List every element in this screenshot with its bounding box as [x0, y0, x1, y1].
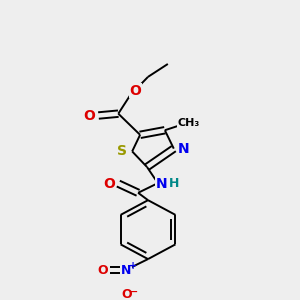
- Text: O: O: [121, 289, 131, 300]
- Text: S: S: [117, 144, 127, 158]
- Text: O: O: [84, 109, 95, 122]
- Text: N: N: [121, 264, 131, 277]
- Text: −: −: [128, 287, 138, 297]
- Text: O: O: [103, 177, 115, 190]
- Text: O: O: [97, 264, 108, 277]
- Text: O: O: [129, 84, 141, 98]
- Text: N: N: [178, 142, 190, 156]
- Text: N: N: [156, 177, 168, 190]
- Text: +: +: [129, 260, 137, 271]
- Text: CH₃: CH₃: [178, 118, 200, 128]
- Text: H: H: [169, 177, 179, 190]
